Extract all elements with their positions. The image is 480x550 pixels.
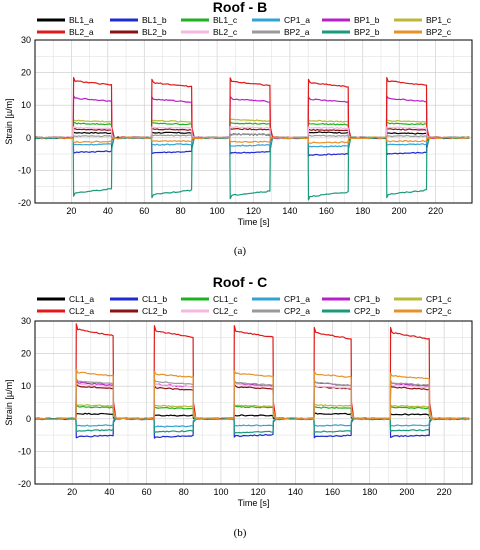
y-tick-label: -20 xyxy=(18,479,31,489)
x-tick-label: 120 xyxy=(246,206,261,216)
y-axis-label: Strain [µ/m] xyxy=(4,98,14,144)
legend-label: BL1_a xyxy=(69,15,94,25)
legend-label: CL2_a xyxy=(69,306,94,316)
x-axis-label: Time [s] xyxy=(238,217,270,227)
chart-title: Roof - B xyxy=(213,0,267,15)
x-tick-label: 60 xyxy=(142,487,152,497)
x-tick-label: 40 xyxy=(103,206,113,216)
series-line-CL2_a xyxy=(35,323,470,421)
chart-panel-2: Roof - C CL1_a CL1_b CL1_c CP1_a CP1_b CP1_c CL… xyxy=(4,274,473,539)
x-tick-label: 80 xyxy=(176,206,186,216)
legend-label: CP2_b xyxy=(354,306,380,316)
y-tick-label: 0 xyxy=(26,414,31,424)
legend-label: BL1_b xyxy=(142,15,167,25)
legend-label: CP1_c xyxy=(426,294,452,304)
series-line-CP2_b xyxy=(35,417,470,434)
legend-label: CL1_c xyxy=(213,294,238,304)
chart-panel-1: Roof - B BL1_a BL1_b BL1_c CP1_a BP1_b BP1_c BL… xyxy=(4,0,473,257)
x-tick-label: 120 xyxy=(251,487,266,497)
series-line-BL2_a xyxy=(35,76,470,140)
legend-label: BP2_b xyxy=(354,27,380,37)
legend-label: BL1_c xyxy=(213,15,238,25)
series-line-CP2_c xyxy=(35,368,470,421)
x-tick-label: 40 xyxy=(104,487,114,497)
legend-label: BL2_b xyxy=(142,27,167,37)
series-line-CL1_b xyxy=(35,417,470,439)
x-tick-label: 160 xyxy=(325,487,340,497)
panel-caption: (b) xyxy=(234,527,247,539)
plot-frame xyxy=(34,39,473,204)
y-tick-label: -20 xyxy=(18,198,31,208)
series-group xyxy=(35,76,470,201)
series-line-BL2_c xyxy=(35,125,470,140)
plot-frame xyxy=(34,320,473,485)
legend-label: CP1_b xyxy=(354,294,380,304)
series-line-BP1_c xyxy=(35,117,470,140)
legend-label: BL2_c xyxy=(213,27,238,37)
y-tick-label: 30 xyxy=(21,316,31,326)
legend-label: CP2_a xyxy=(284,306,310,316)
y-tick-label: 30 xyxy=(21,35,31,45)
series-line-BP1_b xyxy=(35,95,470,140)
x-tick-label: 180 xyxy=(355,206,370,216)
x-tick-label: 100 xyxy=(213,487,228,497)
series-line-CL1_c xyxy=(35,405,470,421)
series-line-BL1_c xyxy=(35,121,470,140)
x-tick-label: 200 xyxy=(392,206,407,216)
x-tick-label: 200 xyxy=(399,487,414,497)
x-axis-label: Time [s] xyxy=(238,498,270,508)
series-line-CL2_c xyxy=(35,381,470,421)
series-line-BP2_c xyxy=(35,136,470,144)
x-tick-label: 80 xyxy=(179,487,189,497)
x-tick-label: 220 xyxy=(428,206,443,216)
y-tick-label: -10 xyxy=(18,165,31,175)
series-line-CP1_a xyxy=(35,136,470,148)
legend-label: CL2_b xyxy=(142,306,167,316)
series-line-BP2_b xyxy=(35,136,470,201)
y-tick-label: 20 xyxy=(21,68,31,78)
series-line-BL2_b xyxy=(35,127,470,140)
x-tick-label: 20 xyxy=(66,206,76,216)
x-tick-label: 180 xyxy=(362,487,377,497)
y-axis-label: Strain [µ/m] xyxy=(4,379,14,425)
x-tick-label: 100 xyxy=(210,206,225,216)
series-line-CL1_a xyxy=(35,412,470,421)
chart-title: Roof - C xyxy=(213,274,267,290)
series-line-CL2_b xyxy=(35,383,470,421)
legend-label: CL1_a xyxy=(69,294,94,304)
series-line-BP2_a xyxy=(35,133,470,140)
y-tick-label: 10 xyxy=(21,100,31,110)
legend-label: BP2_c xyxy=(426,27,452,37)
legend-label: CP1_a xyxy=(284,294,310,304)
series-group xyxy=(35,323,470,439)
x-tick-label: 160 xyxy=(319,206,334,216)
x-tick-label: 140 xyxy=(288,487,303,497)
panel-caption: (a) xyxy=(234,245,247,257)
x-tick-label: 140 xyxy=(282,206,297,216)
series-line-BL1_b xyxy=(35,136,470,157)
y-tick-label: 20 xyxy=(21,349,31,359)
legend-label: BL2_a xyxy=(69,27,94,37)
series-line-CP1_c xyxy=(35,403,470,421)
legend-label: BP1_b xyxy=(354,15,380,25)
legend-label: BP2_a xyxy=(284,27,310,37)
x-tick-label: 220 xyxy=(437,487,452,497)
y-tick-label: -10 xyxy=(18,446,31,456)
series-line-CP2_a xyxy=(35,378,470,421)
legend-label: CP1_a xyxy=(284,15,310,25)
legend-label: CP2_c xyxy=(426,306,452,316)
y-tick-label: 10 xyxy=(21,381,31,391)
x-tick-label: 20 xyxy=(67,487,77,497)
legend-label: BP1_c xyxy=(426,15,452,25)
legend-label: CL2_c xyxy=(213,306,238,316)
y-tick-label: 0 xyxy=(26,133,31,143)
x-tick-label: 60 xyxy=(139,206,149,216)
series-line-CP1_a xyxy=(35,417,470,428)
legend-label: CL1_b xyxy=(142,294,167,304)
